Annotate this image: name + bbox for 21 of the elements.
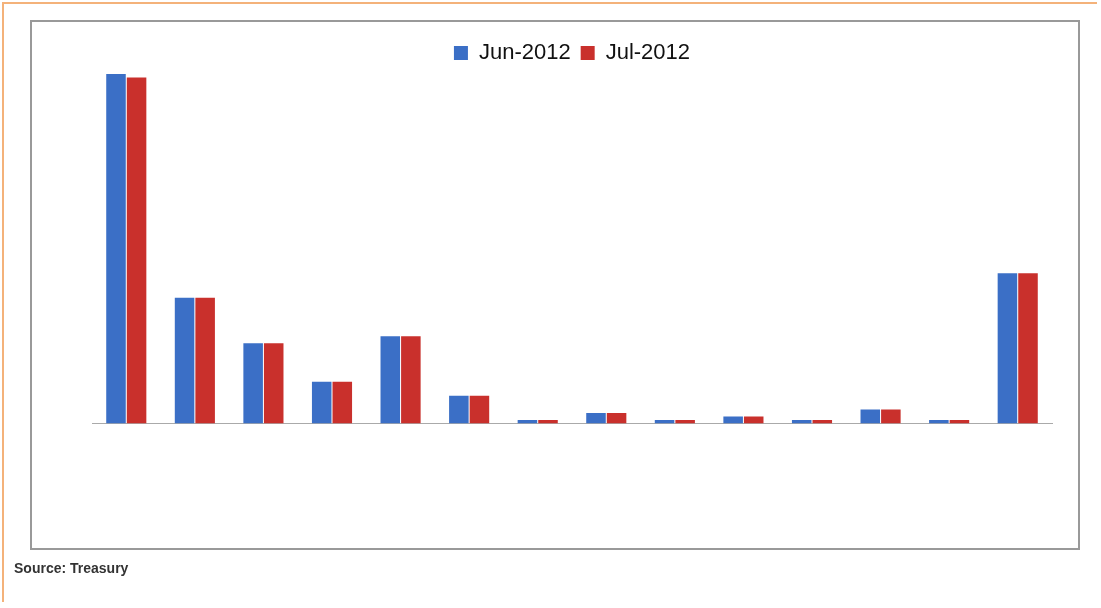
bar [380,336,401,424]
bar [469,395,490,424]
legend-label: Jul-2012 [605,39,691,65]
bar [586,413,606,424]
bar [243,343,263,424]
bar [332,381,353,424]
bar [311,381,332,424]
bar [881,409,901,424]
bar [195,297,215,424]
source-note: Source: Treasury [14,560,129,576]
bar [1018,273,1038,424]
bar [606,413,627,424]
bar [449,395,469,424]
bar [174,297,195,424]
bar [997,273,1018,424]
bar [401,336,421,424]
bar [860,409,881,424]
bar [106,74,126,424]
bar [263,343,284,424]
legend-label: Jun-2012 [478,39,571,65]
bar [126,77,147,424]
